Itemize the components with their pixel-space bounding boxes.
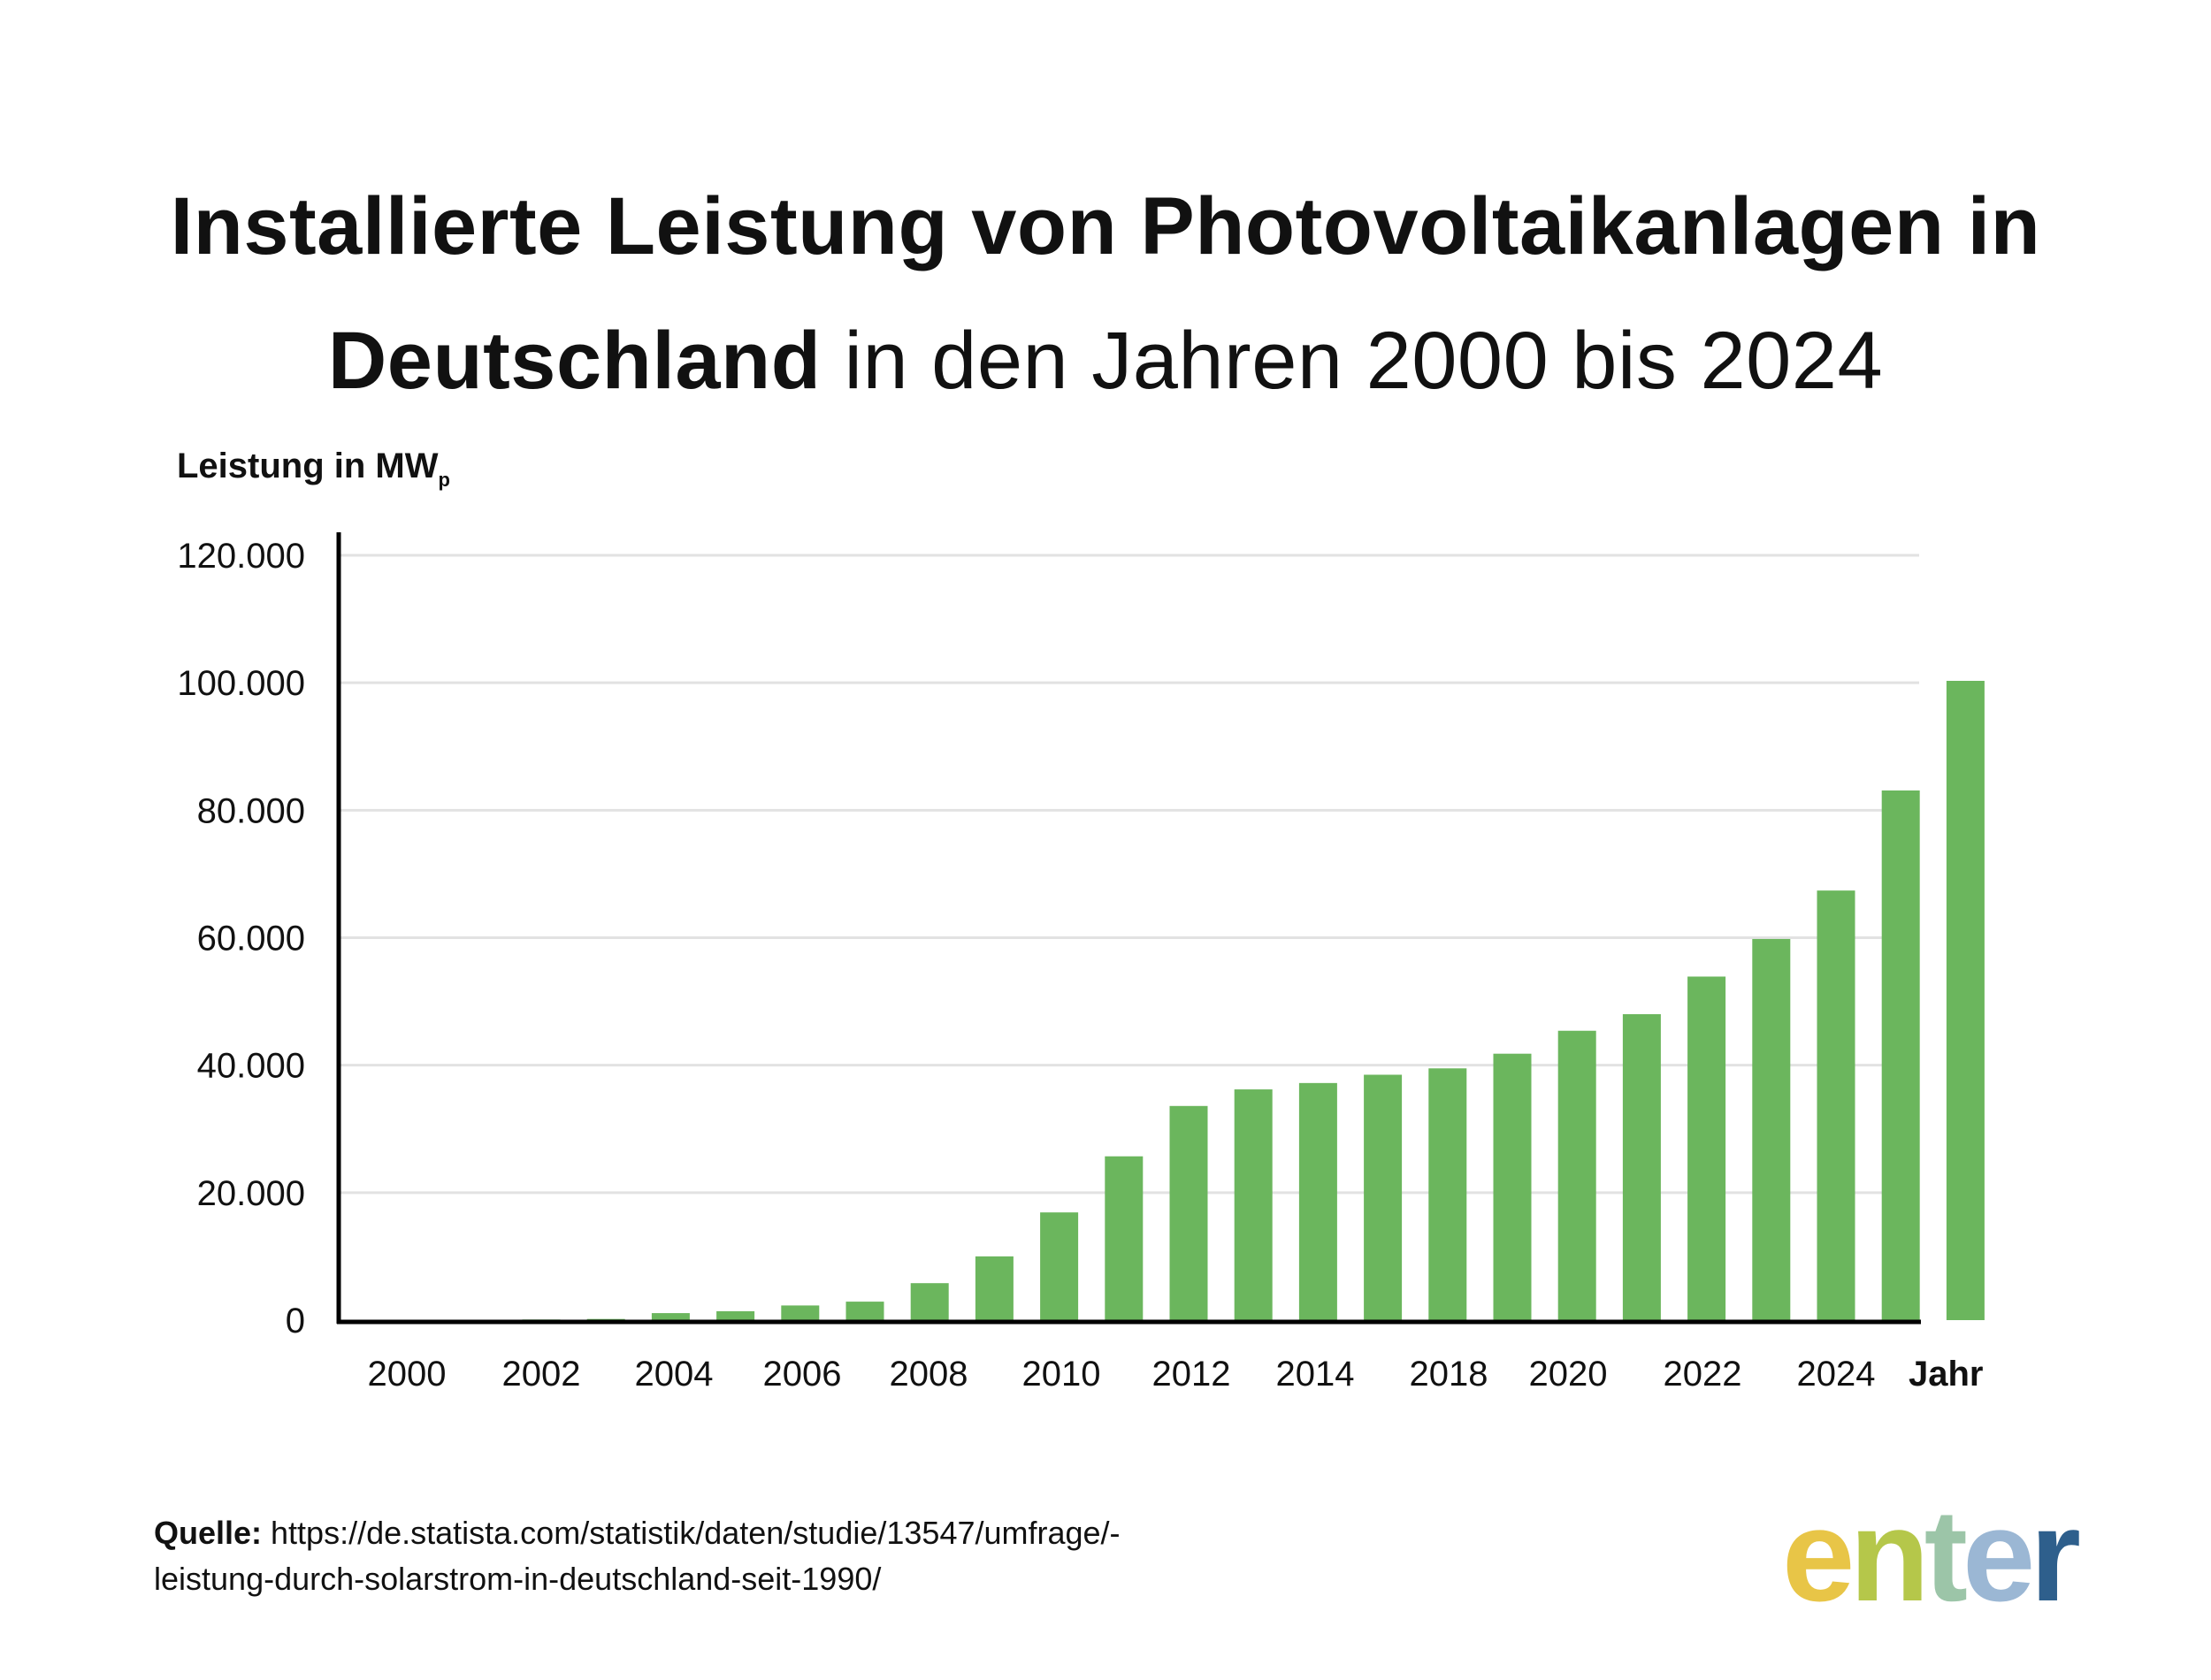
title-normal-part: in den Jahren 2000 bis 2024 — [821, 316, 1884, 406]
bar — [1364, 1074, 1403, 1320]
y-tick-label: 100.000 — [177, 664, 305, 703]
x-tick-label: 2024 — [1797, 1355, 1876, 1394]
bar — [1493, 1053, 1532, 1320]
y-tick-label: 40.000 — [197, 1047, 305, 1086]
bar — [975, 1256, 1014, 1320]
source-note: Quelle: https://de.statista.com/statisti… — [154, 1510, 1121, 1602]
logo-letter: t — [1924, 1483, 1968, 1629]
x-tick-label: 2006 — [763, 1355, 842, 1394]
bar — [1105, 1156, 1144, 1320]
bar — [1557, 1030, 1596, 1320]
bar — [845, 1302, 884, 1320]
y-tick-label: 60.000 — [197, 920, 305, 958]
x-axis-label: Jahr — [1909, 1355, 1984, 1394]
bar — [1298, 1082, 1337, 1320]
x-tick-label: 2012 — [1152, 1355, 1231, 1394]
y-axis-label-subscript: p — [438, 469, 450, 491]
y-tick-label: 0 — [286, 1302, 305, 1340]
x-tick-label: 2008 — [890, 1355, 968, 1394]
source-url-line-1: https://de.statista.com/statistik/daten/… — [262, 1515, 1121, 1551]
bar — [781, 1305, 820, 1320]
source-url-line-2: leistung-durch-solarstrom-in-deutschland… — [154, 1561, 882, 1597]
y-axis-label: Leistung in MWp — [177, 447, 450, 492]
bar — [1040, 1212, 1079, 1320]
x-tick-label: 2018 — [1410, 1355, 1488, 1394]
x-tick-label: 2010 — [1022, 1355, 1101, 1394]
x-tick-label: 2014 — [1276, 1355, 1355, 1394]
bar — [1169, 1105, 1208, 1320]
bar — [586, 1318, 625, 1320]
bar — [1622, 1014, 1661, 1320]
x-tick-label: 2000 — [368, 1355, 447, 1394]
bar — [651, 1313, 690, 1320]
bar — [1817, 890, 1855, 1320]
y-tick-label: 20.000 — [197, 1174, 305, 1213]
title-bold-part: Deutschland — [327, 316, 822, 406]
source-label: Quelle: — [154, 1515, 263, 1551]
x-tick-label: 2002 — [502, 1355, 581, 1394]
x-tick-label: 2004 — [635, 1355, 714, 1394]
title-line-1: Installierte Leistung von Photovoltaikan… — [170, 181, 2041, 271]
y-axis-label-text: Leistung in MW — [177, 447, 439, 485]
bar — [910, 1283, 949, 1320]
bar — [1946, 681, 1985, 1320]
chart-title: Installierte Leistung von Photovoltaikan… — [0, 159, 2211, 428]
logo-letter: r — [2030, 1483, 2081, 1629]
logo-letter: n — [1849, 1483, 1929, 1629]
y-tick-label: 120.000 — [177, 537, 305, 576]
bar — [1234, 1089, 1273, 1320]
bar — [716, 1310, 755, 1320]
enter-logo: enter — [1782, 1481, 2081, 1631]
bar — [1687, 976, 1726, 1320]
bar — [1881, 790, 1920, 1320]
x-tick-label: 2022 — [1664, 1355, 1742, 1394]
bar — [1752, 938, 1791, 1320]
bar — [1428, 1068, 1467, 1320]
logo-letter: e — [1782, 1483, 1855, 1629]
x-tick-label: 2020 — [1529, 1355, 1608, 1394]
logo-letter: e — [1962, 1483, 2035, 1629]
y-tick-label: 80.000 — [197, 791, 305, 830]
